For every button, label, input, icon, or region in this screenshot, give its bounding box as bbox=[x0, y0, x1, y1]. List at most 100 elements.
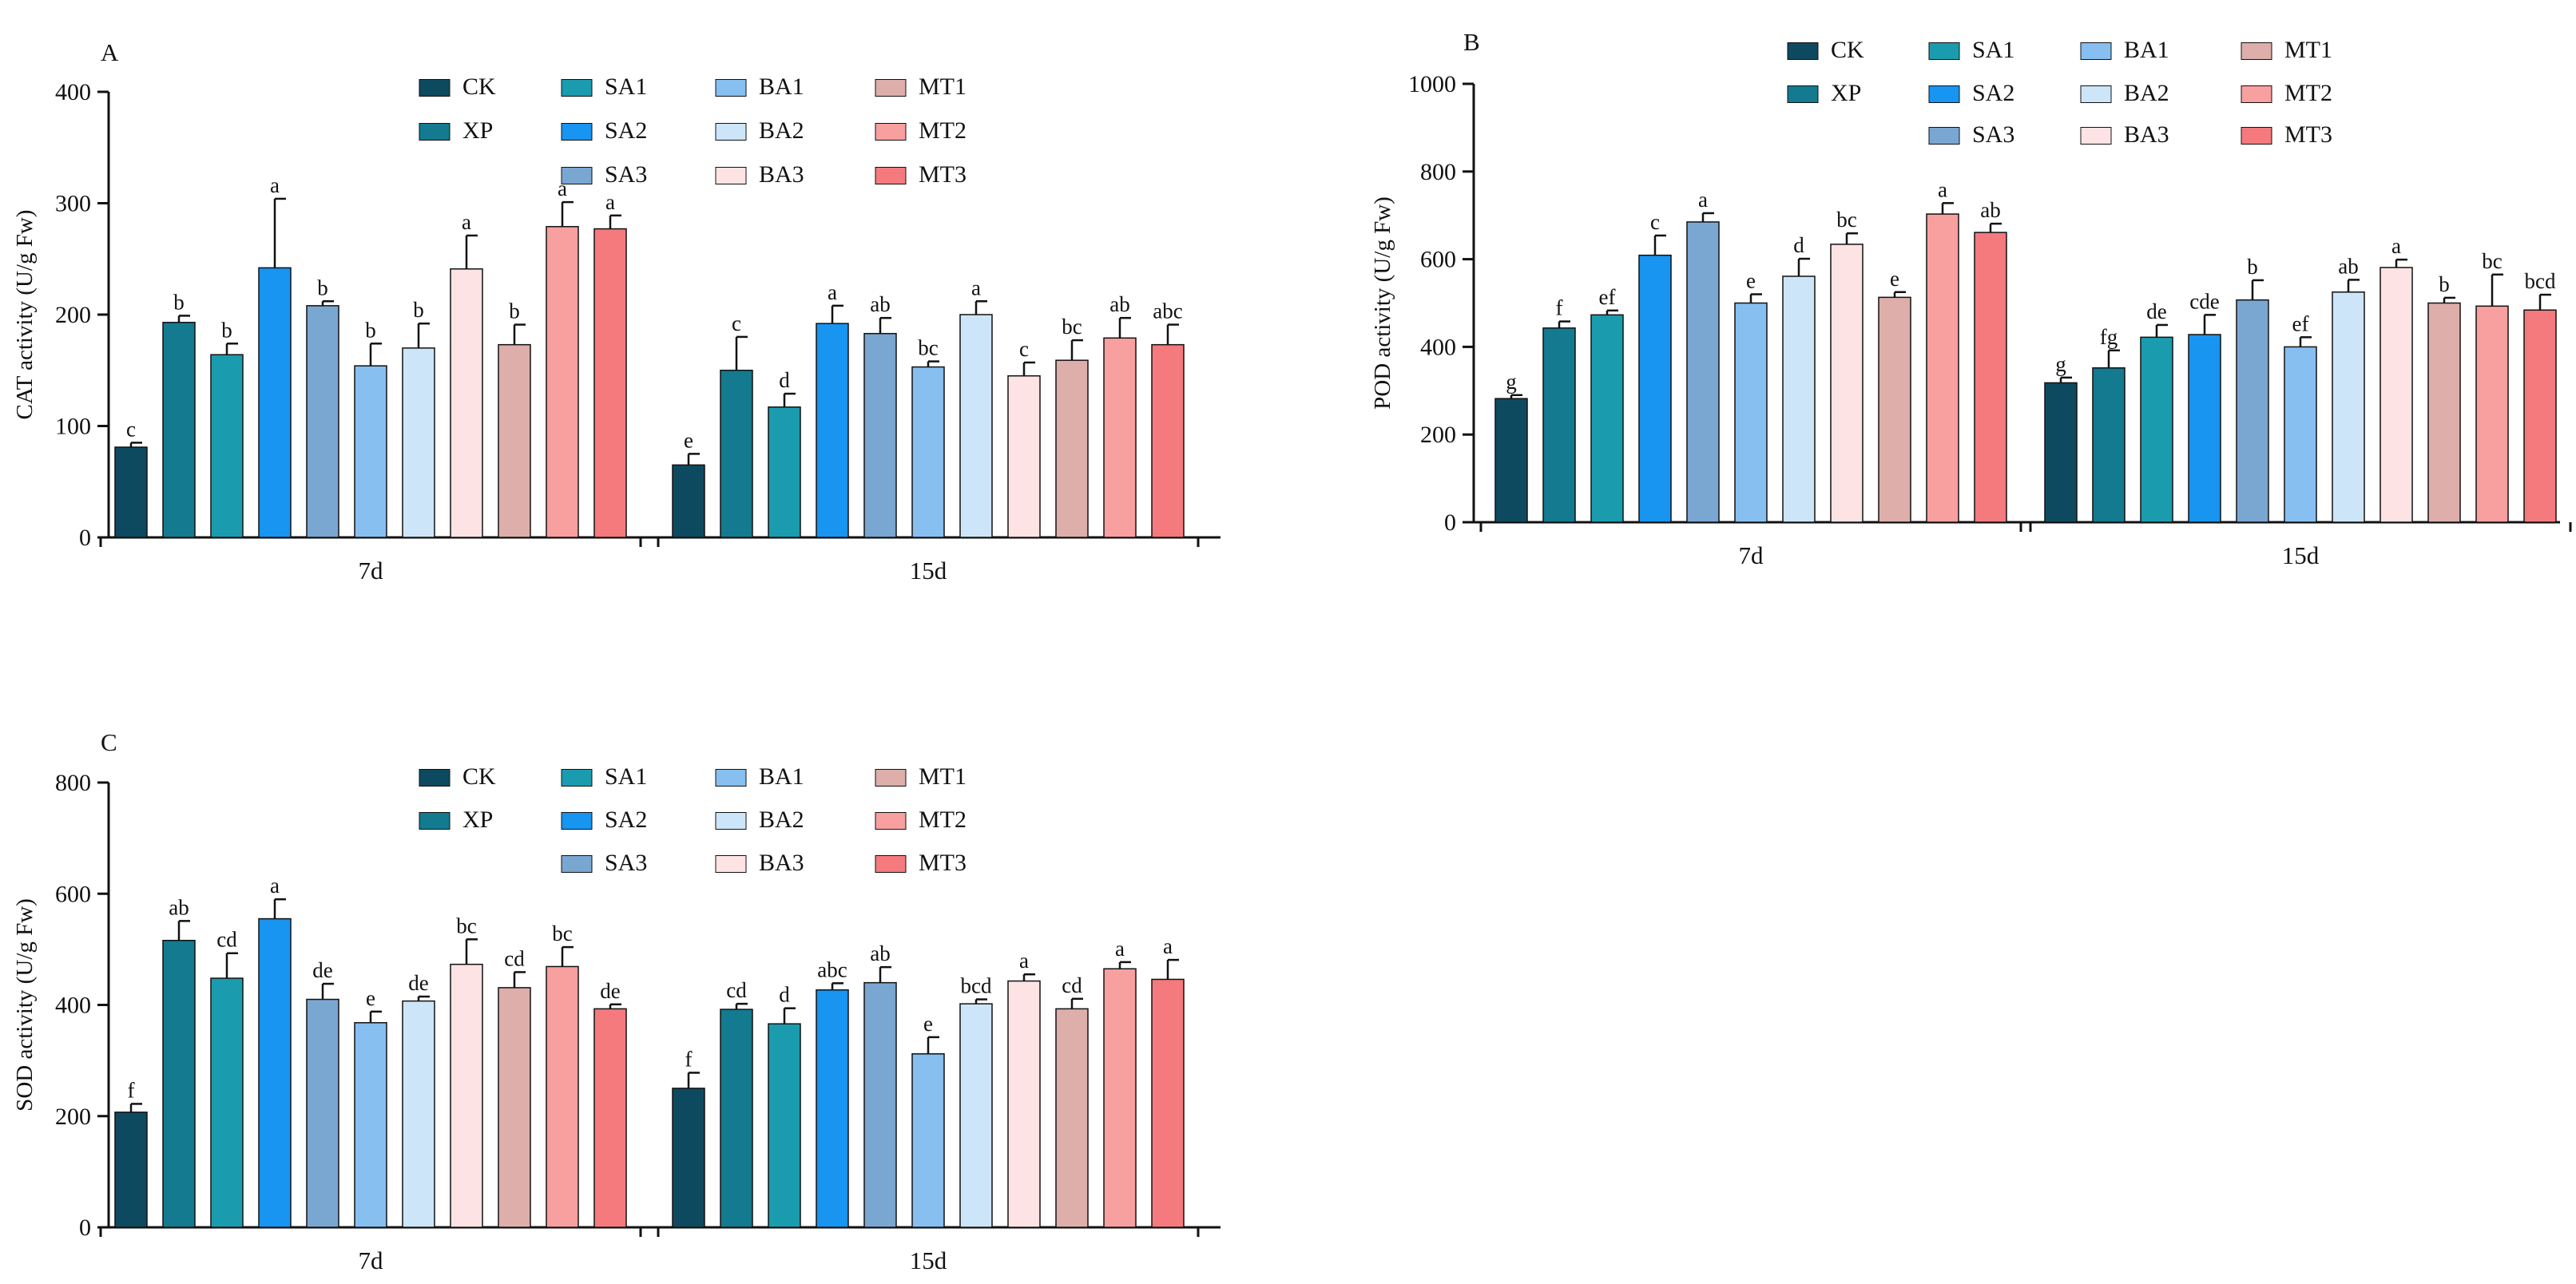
legend-label-xp: XP bbox=[1831, 80, 1861, 106]
legend-swatch-sa2 bbox=[561, 812, 593, 830]
bar-ba2-7d bbox=[402, 347, 435, 538]
bar-ck-15d bbox=[672, 464, 705, 538]
bar-sa1-7d bbox=[1590, 314, 1624, 523]
y-tick-label: 200 bbox=[55, 302, 91, 328]
legend-label-ba2: BA2 bbox=[759, 117, 804, 144]
legend-swatch-mt2 bbox=[2241, 85, 2272, 103]
legend-label-ba3: BA3 bbox=[759, 850, 804, 876]
legend-label-ba1: BA1 bbox=[759, 763, 804, 790]
significance-letter: ab bbox=[1980, 198, 2000, 222]
bar-ck-7d bbox=[1494, 398, 1528, 523]
significance-letter: f bbox=[685, 1047, 693, 1071]
legend-label-sa3: SA3 bbox=[1972, 121, 2014, 148]
legend-swatch-sa1 bbox=[1928, 42, 1960, 60]
significance-letter: b bbox=[173, 290, 185, 314]
legend-swatch-ck bbox=[419, 79, 451, 97]
legend-label-mt1: MT1 bbox=[2284, 37, 2332, 63]
legend-label-ck: CK bbox=[462, 763, 496, 790]
legend-label-sa3: SA3 bbox=[605, 850, 647, 876]
significance-letter: abc bbox=[1153, 299, 1182, 323]
significance-letter: bcd bbox=[961, 974, 992, 998]
bar-mt1-15d bbox=[1055, 1008, 1089, 1228]
significance-letter: a bbox=[828, 280, 837, 304]
significance-letter: a bbox=[971, 275, 981, 299]
significance-letter: d bbox=[779, 368, 790, 392]
legend-swatch-ck bbox=[419, 769, 451, 787]
bar-sa2-15d bbox=[2188, 334, 2221, 523]
legend-swatch-ba1 bbox=[715, 79, 747, 97]
significance-letter: c bbox=[126, 417, 136, 441]
significance-letter: de bbox=[312, 958, 333, 982]
significance-letter: bcd bbox=[2525, 269, 2556, 293]
significance-letter: de bbox=[2146, 299, 2167, 323]
significance-letter: d bbox=[1793, 233, 1804, 257]
significance-letter: c bbox=[1650, 210, 1660, 234]
legend-swatch-sa3 bbox=[1928, 127, 1960, 145]
legend-label-mt1: MT1 bbox=[919, 763, 966, 790]
bar-ba2-15d bbox=[959, 314, 993, 538]
bar-sa3-15d bbox=[863, 332, 897, 538]
legend-label-sa1: SA1 bbox=[605, 73, 647, 100]
significance-letter: abc bbox=[817, 957, 847, 981]
bar-mt3-15d bbox=[1151, 343, 1185, 538]
legend-label-ba3: BA3 bbox=[759, 161, 804, 188]
significance-letter: a bbox=[1698, 188, 1708, 212]
bar-mt2-15d bbox=[1103, 968, 1137, 1228]
bar-sa1-15d bbox=[2140, 336, 2173, 523]
bar-sa3-7d bbox=[306, 998, 339, 1228]
significance-letter: a bbox=[462, 210, 471, 234]
bar-ba3-7d bbox=[1830, 244, 1864, 523]
legend-label-ba2: BA2 bbox=[2124, 80, 2169, 106]
bar-mt3-7d bbox=[1974, 232, 2007, 523]
legend-label-ba3: BA3 bbox=[2124, 121, 2169, 148]
legend-swatch-ba3 bbox=[2080, 127, 2112, 145]
y-tick-label: 300 bbox=[55, 191, 91, 217]
legend-label-xp: XP bbox=[462, 806, 493, 833]
bar-mt3-7d bbox=[593, 1008, 627, 1228]
bar-ba1-15d bbox=[2284, 346, 2317, 523]
bar-ba1-15d bbox=[911, 1053, 945, 1228]
panel-b: B 0 200 400 600 800 1000 POD activity (U/g Fw) g… bbox=[1370, 28, 2572, 569]
y-tick-label: 600 bbox=[1420, 247, 1456, 273]
legend-swatch-sa3 bbox=[561, 167, 593, 184]
bar-sa3-15d bbox=[2236, 299, 2269, 523]
legend-swatch-xp bbox=[419, 123, 451, 141]
bar-ba3-7d bbox=[450, 963, 483, 1228]
y-tick-label: 400 bbox=[1420, 334, 1456, 360]
legend-label-xp: XP bbox=[462, 117, 493, 144]
significance-letter: f bbox=[1556, 296, 1563, 320]
legend-swatch-ba3 bbox=[715, 855, 747, 873]
significance-letter: ab bbox=[870, 941, 890, 965]
legend-swatch-mt3 bbox=[875, 855, 907, 873]
legend-swatch-ba1 bbox=[2080, 42, 2112, 60]
significance-letter: b bbox=[317, 275, 328, 299]
significance-letter: b bbox=[509, 299, 520, 323]
legend-swatch-mt3 bbox=[2241, 127, 2272, 145]
significance-letter: a bbox=[270, 874, 280, 898]
significance-letter: ef bbox=[2292, 311, 2309, 335]
y-tick-label: 200 bbox=[55, 1104, 91, 1130]
legend-swatch-ba2 bbox=[715, 123, 747, 141]
legend-swatch-ba2 bbox=[2080, 85, 2112, 103]
significance-letter: c bbox=[732, 311, 741, 335]
y-tick-label: 800 bbox=[1420, 159, 1456, 185]
legend-swatch-mt3 bbox=[875, 167, 907, 184]
significance-letter: bc bbox=[1836, 208, 1857, 232]
significance-letter: bc bbox=[456, 913, 477, 937]
legend-swatch-sa3 bbox=[561, 855, 593, 873]
bar-xp-15d bbox=[720, 1009, 753, 1228]
y-tick-label: 600 bbox=[55, 881, 91, 907]
bar-sa2-15d bbox=[816, 989, 849, 1228]
bar-sa3-7d bbox=[306, 305, 339, 538]
significance-letter: e bbox=[366, 986, 375, 1010]
significance-letter: b bbox=[221, 318, 232, 342]
legend-swatch-sa2 bbox=[1928, 85, 1960, 103]
significance-letter: e bbox=[1890, 267, 1899, 291]
bar-ba3-15d bbox=[2380, 267, 2413, 523]
legend-label-sa2: SA2 bbox=[1972, 80, 2014, 106]
legend-label-mt3: MT3 bbox=[919, 161, 966, 188]
legend-label-sa1: SA1 bbox=[1972, 37, 2014, 63]
legend-label-ck: CK bbox=[462, 73, 496, 100]
significance-letter: b bbox=[413, 298, 424, 322]
